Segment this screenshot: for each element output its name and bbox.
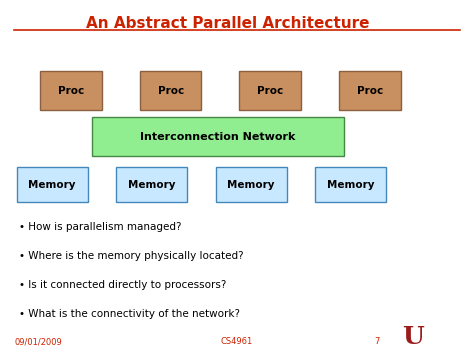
Text: Proc: Proc (157, 86, 184, 95)
Text: • Is it connected directly to processors?: • Is it connected directly to processors… (19, 280, 227, 290)
Text: OF UTAH: OF UTAH (429, 342, 455, 347)
Text: UNIVERSITY: UNIVERSITY (424, 335, 460, 340)
FancyBboxPatch shape (315, 167, 386, 202)
Text: • Where is the memory physically located?: • Where is the memory physically located… (19, 251, 244, 261)
FancyBboxPatch shape (339, 71, 401, 110)
FancyBboxPatch shape (17, 167, 88, 202)
Text: • What is the connectivity of the network?: • What is the connectivity of the networ… (19, 309, 240, 319)
Text: Memory: Memory (228, 180, 275, 190)
Text: THE: THE (435, 327, 448, 332)
FancyBboxPatch shape (92, 117, 344, 156)
FancyBboxPatch shape (397, 322, 429, 353)
Text: An Abstract Parallel Architecture: An Abstract Parallel Architecture (86, 16, 369, 31)
Text: Memory: Memory (128, 180, 175, 190)
FancyBboxPatch shape (239, 71, 301, 110)
Text: Proc: Proc (58, 86, 84, 95)
Text: U: U (402, 325, 424, 349)
Text: CS4961: CS4961 (221, 337, 253, 346)
Text: Proc: Proc (257, 86, 283, 95)
Text: Memory: Memory (28, 180, 76, 190)
Text: Memory: Memory (327, 180, 374, 190)
Text: Proc: Proc (356, 86, 383, 95)
Text: Interconnection Network: Interconnection Network (140, 132, 296, 142)
Text: 09/01/2009: 09/01/2009 (14, 337, 62, 346)
Text: 7: 7 (374, 337, 380, 346)
FancyBboxPatch shape (140, 71, 201, 110)
Text: • How is parallelism managed?: • How is parallelism managed? (19, 222, 182, 232)
FancyBboxPatch shape (116, 167, 187, 202)
FancyBboxPatch shape (40, 71, 102, 110)
FancyBboxPatch shape (216, 167, 287, 202)
